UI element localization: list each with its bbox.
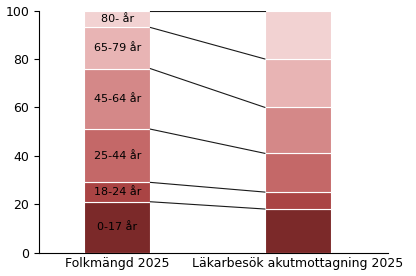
Bar: [265, 209, 331, 253]
Bar: [84, 182, 151, 202]
Bar: [84, 69, 151, 129]
Bar: [265, 153, 331, 192]
Bar: [84, 202, 151, 253]
Text: 45-64 år: 45-64 år: [94, 94, 141, 104]
Text: 65-79 år: 65-79 år: [94, 43, 141, 53]
Bar: [84, 28, 151, 69]
Bar: [265, 59, 331, 107]
Bar: [84, 129, 151, 182]
Text: 25-44 år: 25-44 år: [94, 151, 141, 161]
Bar: [265, 192, 331, 209]
Bar: [84, 10, 151, 28]
Bar: [265, 10, 331, 59]
Text: 0-17 år: 0-17 år: [97, 222, 137, 232]
Bar: [265, 107, 331, 153]
Text: 80- år: 80- år: [101, 14, 134, 24]
Text: 18-24 år: 18-24 år: [94, 187, 141, 197]
